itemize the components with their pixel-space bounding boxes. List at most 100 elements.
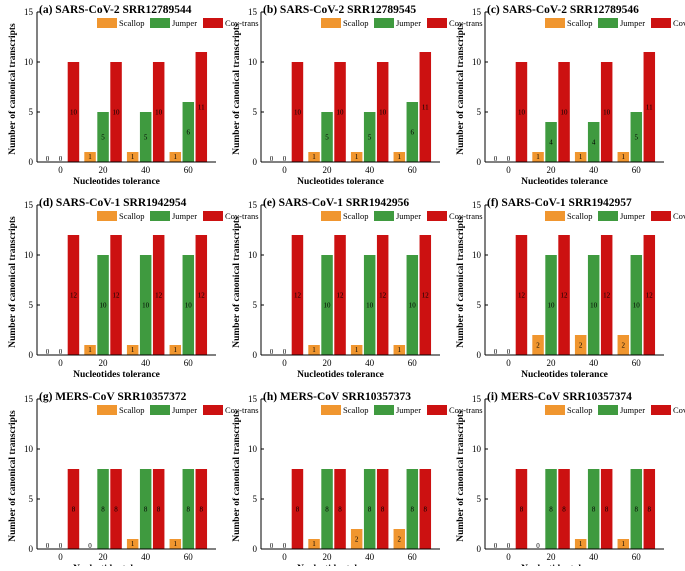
chart-panel: (e) SARS-CoV-1 SRR1942956 Scallop Jumper Co…	[232, 197, 483, 380]
y-tick-label: 15	[24, 394, 34, 404]
legend-swatch-jumper	[374, 211, 394, 221]
y-axis-title: Number of canonical transcripts	[456, 216, 466, 348]
y-tick-label: 0	[29, 350, 34, 360]
chart-panel: (d) SARS-CoV-1 SRR1942954 Scallop Jumper Co…	[8, 197, 259, 380]
legend-label: Cov-trans	[673, 405, 685, 415]
bar-value-label: 11	[422, 104, 429, 112]
bar-value-label: 10	[155, 109, 163, 117]
bar-cov-trans	[67, 235, 80, 355]
bar-value-label: 12	[113, 292, 121, 300]
y-tick-label: 5	[253, 107, 258, 117]
legend-label: Scallop	[119, 18, 145, 28]
legend-swatch-cov-trans	[651, 18, 671, 28]
bar-value-label: 0	[494, 348, 498, 356]
bar-scallop	[393, 152, 406, 162]
panel-title: (f) SARS-CoV-1 SRR1942957	[487, 197, 632, 209]
bar-value-label: 8	[411, 506, 415, 514]
bar-value-label: 12	[422, 292, 430, 300]
bar-scallop	[169, 152, 182, 162]
bar-value-label: 10	[366, 302, 374, 310]
panel-title: (e) SARS-CoV-1 SRR1942956	[263, 197, 409, 209]
legend-label: Jumper	[620, 211, 645, 221]
bar-value-label: 0	[59, 542, 63, 550]
bar-value-label: 12	[155, 292, 163, 300]
bar-value-label: 4	[592, 139, 596, 147]
bar-scallop	[617, 152, 630, 162]
y-tick-label: 0	[253, 350, 258, 360]
legend-label: Jumper	[396, 211, 421, 221]
bar-cov-trans	[515, 62, 528, 162]
y-tick-label: 10	[472, 444, 482, 454]
x-tick-label: 40	[365, 552, 375, 562]
bar-cov-trans	[334, 235, 346, 355]
bar-value-label: 1	[88, 346, 92, 354]
bar-value-label: 0	[59, 155, 63, 163]
legend-swatch-cov-trans	[427, 405, 447, 415]
x-tick-label: 40	[365, 358, 375, 368]
bar-scallop	[393, 529, 406, 549]
legend-label: Cov-trans	[449, 18, 483, 28]
bar-value-label: 6	[411, 129, 415, 137]
x-tick-label: 20	[547, 358, 557, 368]
x-tick-label: 60	[408, 165, 418, 175]
legend-swatch-scallop	[321, 18, 341, 28]
bar-value-label: 1	[312, 153, 316, 161]
bar-cov-trans	[195, 52, 208, 162]
x-axis-title: Nucleotides tolerance	[73, 370, 160, 380]
bar-jumper	[406, 255, 419, 355]
bar-jumper	[321, 112, 333, 162]
bar-scallop	[617, 539, 630, 549]
x-tick-label: 0	[58, 552, 63, 562]
bar-value-label: 5	[101, 134, 105, 142]
chart-panel: (h) MERS-CoV SRR10357373 Scallop Jumper Cov…	[232, 391, 483, 571]
panel-title: (c) SARS-CoV-2 SRR12789546	[487, 4, 639, 16]
bar-value-label: 2	[536, 342, 540, 350]
legend-swatch-scallop	[321, 211, 341, 221]
legend-label: Scallop	[567, 18, 593, 28]
x-tick-label: 20	[547, 552, 557, 562]
bar-value-label: 0	[46, 348, 50, 356]
bar-scallop	[308, 152, 320, 162]
bar-value-label: 0	[536, 542, 540, 550]
bar-value-label: 8	[200, 506, 204, 514]
bar-value-label: 12	[294, 292, 302, 300]
bar-value-label: 8	[114, 506, 118, 514]
bar-jumper	[545, 469, 557, 549]
bar-scallop	[350, 529, 363, 549]
x-tick-label: 40	[589, 358, 599, 368]
bar-jumper	[363, 469, 376, 549]
bar-value-label: 10	[70, 109, 78, 117]
bar-value-label: 0	[494, 542, 498, 550]
bar-value-label: 12	[379, 292, 387, 300]
bar-value-label: 1	[131, 153, 135, 161]
bar-value-label: 0	[88, 542, 92, 550]
bar-scallop	[617, 335, 630, 355]
bar-cov-trans	[195, 469, 208, 549]
y-axis-title: Number of canonical transcripts	[456, 23, 466, 155]
bar-scallop	[84, 345, 96, 355]
bar-value-label: 11	[198, 104, 205, 112]
legend-swatch-scallop	[97, 211, 117, 221]
bar-value-label: 10	[518, 109, 526, 117]
chart-panel: (a) SARS-CoV-2 SRR12789544 Scallop Jumper C…	[8, 4, 259, 187]
bar-value-label: 8	[325, 506, 329, 514]
bar-cov-trans	[600, 469, 613, 549]
y-tick-label: 0	[29, 544, 34, 554]
x-axis-title: Nucleotides tolerance	[521, 177, 608, 187]
y-tick-label: 5	[477, 300, 482, 310]
bar-jumper	[139, 469, 152, 549]
y-tick-label: 0	[253, 544, 258, 554]
bar-cov-trans	[110, 235, 122, 355]
panel-title: (b) SARS-CoV-2 SRR12789545	[263, 4, 416, 16]
y-tick-label: 0	[29, 157, 34, 167]
bar-jumper	[587, 122, 600, 162]
bar-value-label: 8	[296, 506, 300, 514]
legend-swatch-cov-trans	[203, 405, 223, 415]
bar-value-label: 0	[46, 155, 50, 163]
bar-value-label: 1	[131, 540, 135, 548]
y-tick-label: 5	[29, 494, 34, 504]
legend-swatch-cov-trans	[203, 18, 223, 28]
x-tick-label: 40	[141, 358, 151, 368]
bar-jumper	[363, 112, 376, 162]
